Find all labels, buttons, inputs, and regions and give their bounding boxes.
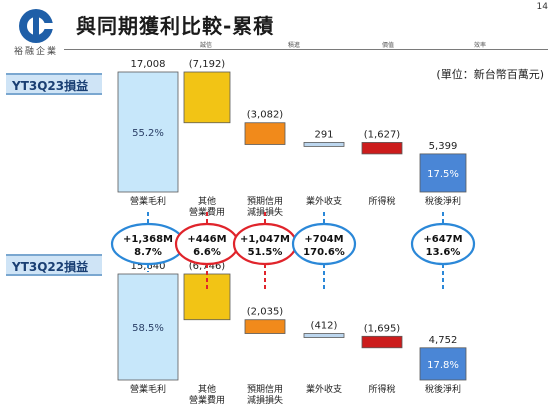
category-label: 減損損失 (247, 394, 283, 406)
page-title: 與同期獲利比較-累積 (76, 14, 275, 38)
value-label: (412) (311, 321, 338, 332)
motto-item: 價值 (382, 42, 395, 49)
bar-percent-label: 17.8% (427, 360, 459, 371)
page-number: 14 (536, 2, 548, 12)
value-label: 291 (314, 129, 333, 140)
waterfall-bar (361, 335, 403, 349)
waterfall-bar (303, 142, 345, 147)
value-label: (2,035) (247, 307, 284, 318)
category-label: 預期信用 (247, 383, 283, 395)
value-label: 17,008 (131, 59, 166, 70)
category-label: 業外收支 (306, 195, 342, 207)
comparison-percent: 13.6% (426, 247, 461, 258)
value-label: (1,627) (364, 129, 401, 140)
category-label: 營業費用 (189, 394, 225, 406)
comparison-ellipse (291, 222, 357, 266)
value-label: (1,695) (364, 323, 401, 334)
header-divider (64, 49, 548, 50)
motto-item: 誠信 (200, 42, 213, 49)
comparison-percent: 8.7% (134, 247, 162, 258)
section-label-2023: YT3Q23損益 (6, 73, 102, 95)
bar-percent-label: 55.2% (132, 128, 164, 139)
category-label: 營業毛利 (130, 195, 166, 207)
motto-item: 效率 (474, 42, 487, 49)
value-label: 4,752 (429, 335, 458, 346)
comparison-amount: +1,047M (240, 234, 290, 245)
comparison-amount: +446M (187, 234, 226, 245)
value-label: (7,192) (189, 59, 226, 70)
company-name: 裕融企業 (14, 47, 59, 57)
comparison-amount: +704M (304, 234, 343, 245)
category-label: 稅後淨利 (425, 195, 461, 207)
company-logo-icon (19, 9, 54, 43)
comparison-percent: 6.6% (193, 247, 221, 258)
bar-percent-label: 58.5% (132, 323, 164, 334)
category-label: 其他 (198, 195, 216, 207)
waterfall-bar (183, 71, 231, 124)
value-label: (3,082) (247, 110, 284, 121)
category-label: 營業毛利 (130, 383, 166, 395)
waterfall-bar (117, 273, 179, 381)
waterfall-bar (361, 142, 403, 155)
waterfall-bar (419, 347, 467, 381)
waterfall-bar (244, 122, 286, 145)
waterfall-bar (303, 333, 345, 338)
comparison-percent: 51.5% (248, 247, 283, 258)
category-label: 業外收支 (306, 383, 342, 395)
motto-item: 積進 (288, 42, 301, 49)
unit-label: (單位：新台幣百萬元) (436, 68, 544, 81)
waterfall-bar (419, 153, 467, 193)
comparison-amount: +647M (423, 234, 462, 245)
comparison-amount: +1,368M (123, 234, 173, 245)
category-label: 稅後淨利 (425, 383, 461, 395)
category-label: 所得稅 (368, 195, 395, 207)
category-label: 預期信用 (247, 195, 283, 207)
bar-percent-label: 17.5% (427, 169, 459, 180)
comparison-ellipse (410, 222, 476, 266)
waterfall-bar (244, 319, 286, 334)
waterfall-bar (117, 71, 179, 193)
category-label: 所得稅 (368, 383, 395, 395)
section-label-2022: YT3Q22損益 (6, 254, 102, 276)
comparison-percent: 170.6% (303, 247, 345, 258)
category-label: 其他 (198, 383, 216, 395)
value-label: 5,399 (429, 141, 458, 152)
